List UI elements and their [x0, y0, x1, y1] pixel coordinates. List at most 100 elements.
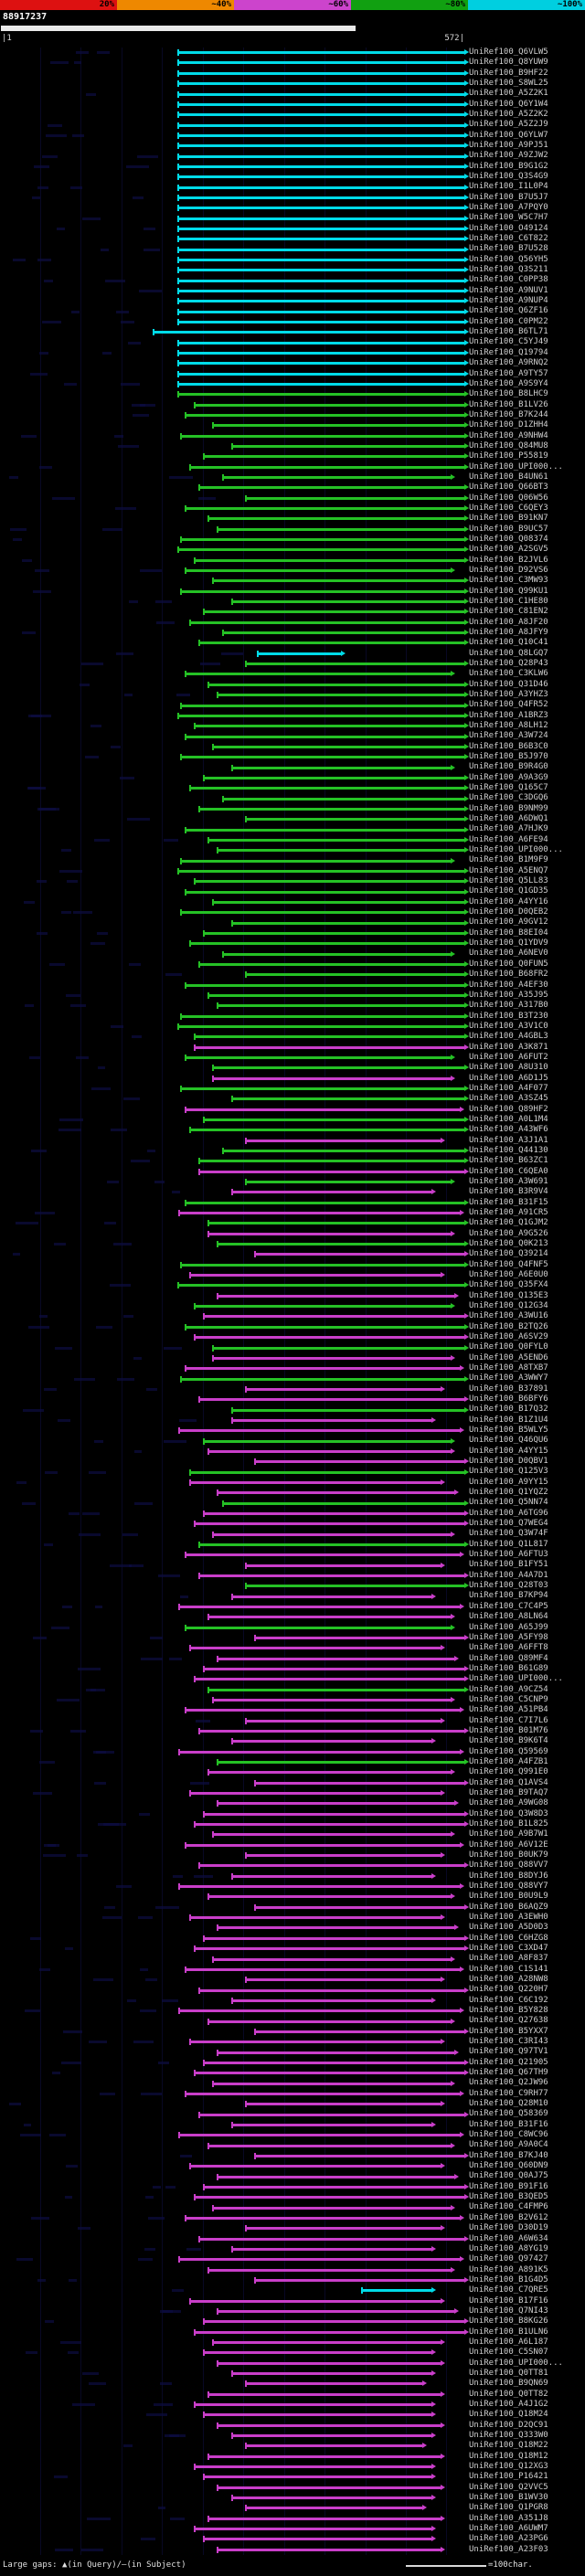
hit-label[interactable]: UniRef100_Q28P43: [469, 658, 548, 668]
hit-label[interactable]: UniRef100_B8LHC9: [469, 389, 548, 399]
hit-label[interactable]: UniRef100_Q135E3: [469, 1290, 548, 1300]
alignment-bar[interactable]: [203, 1437, 455, 1445]
hit-label[interactable]: UniRef100_Q8YUW9: [469, 58, 548, 68]
hit-label[interactable]: UniRef100_A3SZ45: [469, 1094, 548, 1104]
hit-label[interactable]: UniRef100_B6AQZ9: [469, 1902, 548, 1912]
hit-label[interactable]: UniRef100_Q1AVS4: [469, 1777, 548, 1787]
hit-label[interactable]: UniRef100_A891K5: [469, 2264, 548, 2274]
alignment-bar[interactable]: [212, 2339, 446, 2347]
alignment-bar[interactable]: [217, 847, 469, 854]
alignment-bar[interactable]: [184, 1624, 455, 1631]
hit-label[interactable]: UniRef100_B7U5J7: [469, 192, 548, 202]
alignment-bar[interactable]: [217, 2546, 446, 2553]
alignment-bar[interactable]: [153, 329, 469, 336]
alignment-bar[interactable]: [179, 1086, 469, 1093]
alignment-bar[interactable]: [217, 2484, 446, 2491]
hit-label[interactable]: UniRef100_A1BRZ3: [469, 710, 548, 720]
hit-label[interactable]: UniRef100_B0UK79: [469, 1850, 548, 1860]
alignment-bar[interactable]: [244, 2443, 427, 2450]
hit-label[interactable]: UniRef100_B1LV26: [469, 399, 548, 409]
hit-label[interactable]: UniRef100_A43WF6: [469, 1125, 548, 1135]
alignment-bar[interactable]: [176, 122, 469, 129]
hit-label[interactable]: UniRef100_A7HJK9: [469, 824, 548, 834]
hit-label[interactable]: UniRef100_A8YG19: [469, 2243, 548, 2253]
alignment-bar[interactable]: [254, 2277, 469, 2284]
alignment-bar[interactable]: [212, 1531, 455, 1538]
alignment-bar[interactable]: [230, 599, 469, 606]
hit-label[interactable]: UniRef100_C3MW93: [469, 576, 548, 586]
hit-label[interactable]: UniRef100_Q18M24: [469, 2410, 548, 2420]
hit-label[interactable]: UniRef100_B8EI04: [469, 928, 548, 938]
hit-label[interactable]: UniRef100_B9UC57: [469, 524, 548, 534]
alignment-bar[interactable]: [189, 2163, 446, 2170]
hit-label[interactable]: UniRef100_A8JFY9: [469, 627, 548, 637]
hit-label[interactable]: UniRef100_Q2JW96: [469, 2078, 548, 2088]
alignment-bar[interactable]: [230, 443, 469, 451]
alignment-bar[interactable]: [244, 1562, 446, 1569]
alignment-bar[interactable]: [184, 2214, 464, 2221]
alignment-bar[interactable]: [244, 1977, 446, 1984]
hit-label[interactable]: UniRef100_Q31D46: [469, 679, 548, 689]
alignment-bar[interactable]: [184, 1365, 464, 1373]
hit-label[interactable]: UniRef100_UPI000...: [469, 845, 563, 855]
alignment-bar[interactable]: [198, 1987, 469, 1994]
hit-label[interactable]: UniRef100_A9NUV1: [469, 285, 548, 295]
hit-label[interactable]: UniRef100_A91CR5: [469, 1207, 548, 1217]
alignment-bar[interactable]: [177, 1748, 464, 1755]
hit-label[interactable]: UniRef100_Q89HF2: [469, 1104, 548, 1114]
alignment-bar[interactable]: [189, 1790, 446, 1797]
alignment-bar[interactable]: [179, 1375, 469, 1383]
alignment-bar[interactable]: [179, 702, 469, 709]
hit-label[interactable]: UniRef100_C5CNP9: [469, 1694, 548, 1704]
hit-label[interactable]: UniRef100_D0QEB2: [469, 907, 548, 917]
hit-label[interactable]: UniRef100_D0QBV1: [469, 1457, 548, 1467]
alignment-bar[interactable]: [207, 836, 469, 843]
hit-label[interactable]: UniRef100_C6QEA0: [469, 1166, 548, 1176]
hit-label[interactable]: UniRef100_A6L187: [469, 2337, 548, 2347]
alignment-bar[interactable]: [176, 287, 469, 294]
alignment-bar[interactable]: [176, 132, 469, 139]
alignment-bar[interactable]: [244, 1385, 446, 1393]
alignment-bar[interactable]: [244, 1717, 446, 1724]
alignment-bar[interactable]: [198, 960, 469, 968]
alignment-bar[interactable]: [176, 867, 469, 875]
hit-label[interactable]: UniRef100_A4A7D1: [469, 1570, 548, 1580]
hit-label[interactable]: UniRef100_Q7NI43: [469, 2306, 548, 2316]
alignment-bar[interactable]: [176, 256, 469, 263]
hit-label[interactable]: UniRef100_B7KJ40: [469, 2150, 548, 2160]
alignment-bar[interactable]: [221, 474, 455, 482]
alignment-bar[interactable]: [193, 1044, 469, 1051]
hit-label[interactable]: UniRef100_B91KN7: [469, 514, 548, 524]
hit-label[interactable]: UniRef100_Q4FR52: [469, 700, 548, 710]
alignment-bar[interactable]: [198, 1396, 469, 1404]
alignment-bar[interactable]: [217, 2173, 460, 2180]
hit-label[interactable]: UniRef100_C0PP38: [469, 275, 548, 285]
alignment-bar[interactable]: [176, 308, 469, 315]
alignment-bar[interactable]: [198, 640, 469, 647]
alignment-bar[interactable]: [244, 2380, 427, 2388]
alignment-bar[interactable]: [177, 1210, 464, 1217]
alignment-bar[interactable]: [207, 2018, 455, 2025]
hit-label[interactable]: UniRef100_A2SGV5: [469, 545, 548, 555]
hit-label[interactable]: UniRef100_O49124: [469, 223, 548, 233]
alignment-bar[interactable]: [217, 692, 469, 699]
alignment-bar[interactable]: [176, 215, 469, 222]
alignment-bar[interactable]: [230, 1406, 469, 1414]
hit-label[interactable]: UniRef100_B17F16: [469, 2295, 548, 2306]
alignment-bar[interactable]: [244, 2225, 446, 2232]
alignment-bar[interactable]: [217, 1292, 460, 1299]
alignment-bar[interactable]: [230, 2121, 437, 2128]
hit-label[interactable]: UniRef100_C4FMP6: [469, 2202, 548, 2212]
hit-label[interactable]: UniRef100_B91F16: [469, 2181, 548, 2191]
alignment-bar[interactable]: [193, 1303, 455, 1310]
alignment-bar[interactable]: [176, 163, 469, 170]
hit-label[interactable]: UniRef100_B5J970: [469, 752, 548, 762]
alignment-bar[interactable]: [176, 391, 469, 398]
hit-label[interactable]: UniRef100_B9G1G2: [469, 161, 548, 171]
alignment-bar[interactable]: [193, 1821, 469, 1829]
hit-label[interactable]: UniRef100_A51PB4: [469, 1705, 548, 1715]
alignment-bar[interactable]: [189, 1914, 446, 1922]
hit-label[interactable]: UniRef100_B3R9V4: [469, 1187, 548, 1197]
alignment-bar[interactable]: [221, 950, 455, 958]
hit-label[interactable]: UniRef100_Q59569: [469, 1746, 548, 1756]
